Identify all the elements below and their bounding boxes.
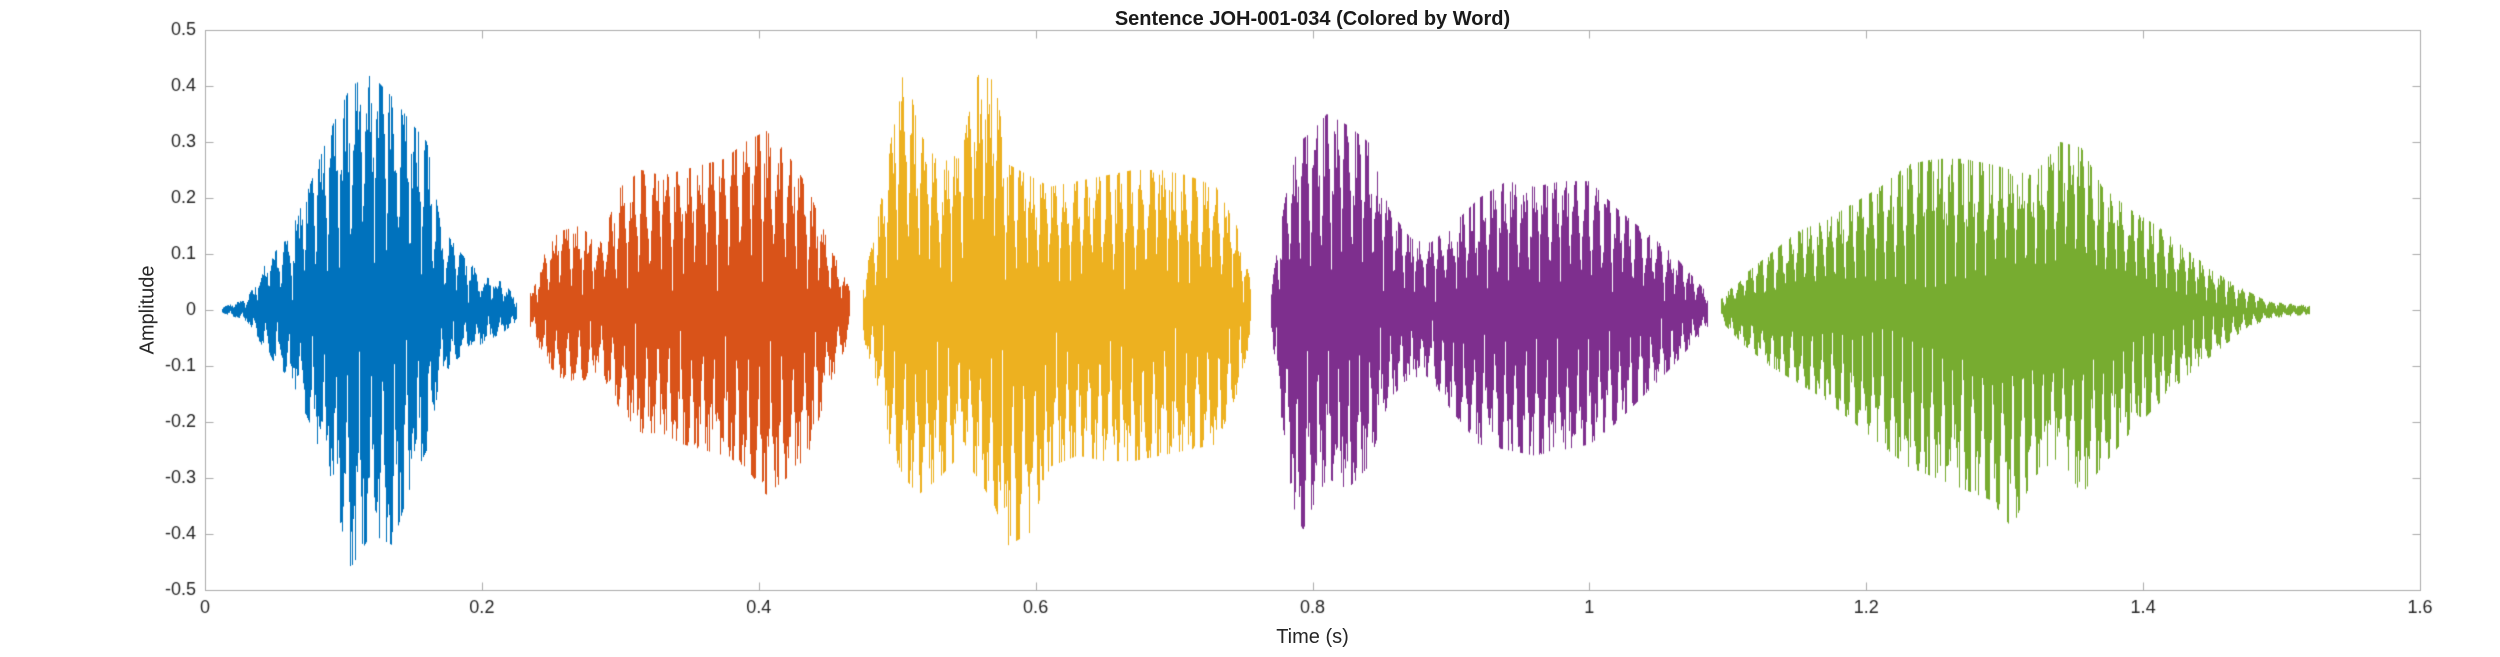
x-axis-label: Time (s) (1276, 626, 1349, 648)
chart-title: Sentence JOH-001-034 (Colored by Word) (1114, 8, 1511, 30)
y-axis-label: Amplitude (136, 265, 159, 355)
